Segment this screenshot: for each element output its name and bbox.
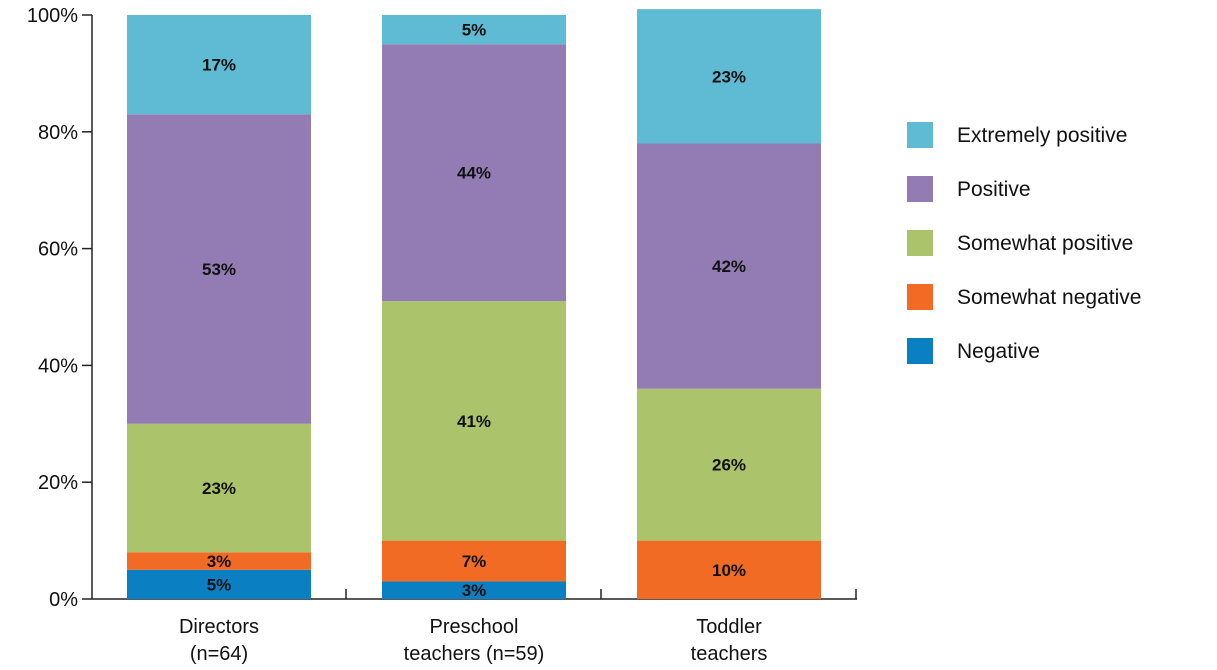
bar-segment: [127, 15, 311, 115]
bar-segment: [127, 552, 311, 570]
data-label: 41%: [457, 412, 491, 431]
data-label: 7%: [462, 552, 487, 571]
legend-label: Negative: [957, 340, 1040, 363]
data-label: 3%: [207, 552, 232, 571]
y-axis: 0% 20% 40% 60% 80% 100%: [27, 5, 93, 611]
bar-segment: [637, 540, 821, 599]
legend-label: Somewhat positive: [957, 232, 1133, 255]
data-label: 17%: [202, 56, 236, 75]
data-label: 53%: [202, 260, 236, 279]
data-label: 44%: [457, 164, 491, 183]
data-label: 42%: [712, 257, 746, 276]
bar-segment: [382, 44, 566, 302]
bar-segment: [637, 388, 821, 541]
legend-swatch: [907, 230, 933, 256]
legend-label: Somewhat negative: [957, 286, 1141, 309]
bar-segment: [382, 15, 566, 45]
data-label: 26%: [712, 456, 746, 475]
legend-label: Positive: [957, 178, 1031, 201]
y-tick-label: 80%: [38, 122, 78, 144]
legend-swatch: [907, 284, 933, 310]
bar-segment: [127, 423, 311, 553]
data-label: 10%: [712, 561, 746, 580]
y-tick-label: 100%: [27, 5, 78, 27]
legend-swatch: [907, 122, 933, 148]
bar-segment: [127, 114, 311, 424]
y-tick-label: 40%: [38, 355, 78, 377]
bar-segment: [382, 301, 566, 541]
bar-segment: [382, 581, 566, 599]
bar-segment: [127, 569, 311, 599]
data-label: 23%: [202, 479, 236, 498]
bar-segment: [637, 143, 821, 389]
x-axis: Directors (n=64) Preschool teachers (n=59) T…: [92, 589, 857, 665]
y-tick-label: 20%: [38, 472, 78, 494]
data-label: 3%: [462, 581, 487, 600]
bar-segment: [382, 540, 566, 582]
y-tick-label: 0%: [49, 589, 78, 611]
x-category-label: Directors (n=64): [179, 616, 259, 665]
data-label: 5%: [207, 575, 232, 594]
y-tick-label: 60%: [38, 239, 78, 261]
data-label: 5%: [462, 21, 487, 40]
legend-label: Extremely positive: [957, 124, 1127, 147]
bar-segment: [637, 9, 821, 144]
x-category-label: Preschool teachers (n=59): [404, 616, 545, 665]
legend-swatch: [907, 338, 933, 364]
legend-swatch: [907, 176, 933, 202]
x-category-label: Toddler teachers: [691, 616, 768, 665]
bars: 5% 3% 23% 53% 17% 3% 7% 41% 44% 5% 10% 26% 42% 23%: [127, 9, 821, 600]
data-label: 23%: [712, 67, 746, 86]
legend: Extremely positive Positive Somewhat posit…: [907, 122, 1141, 364]
